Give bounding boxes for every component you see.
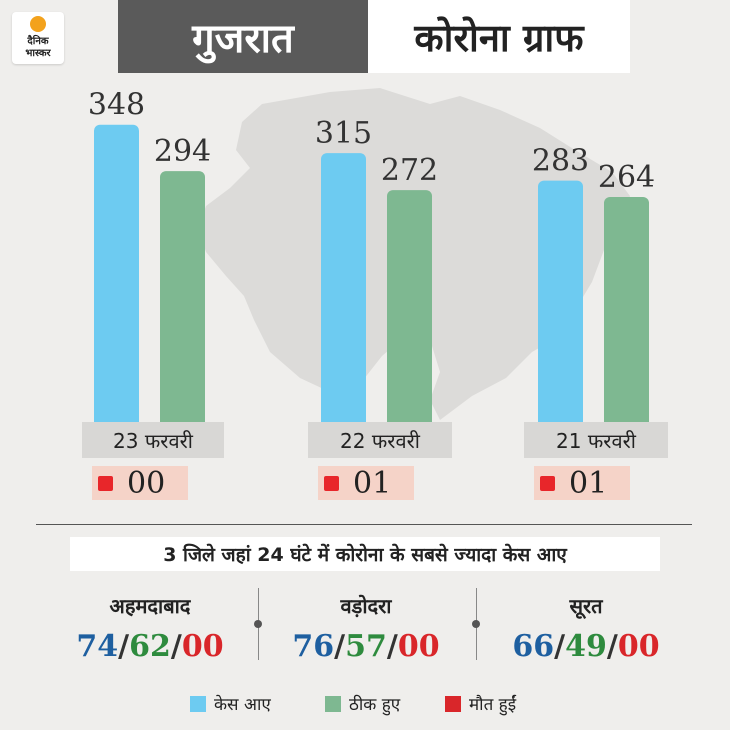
bar-cases-1 bbox=[94, 124, 139, 430]
deaths-box-1: 00 bbox=[92, 465, 188, 501]
death-square-icon bbox=[540, 475, 555, 491]
deaths-value: 00 bbox=[127, 465, 166, 501]
district-name: अहमदाबाद bbox=[109, 594, 191, 618]
value-label-cases-1: 348 bbox=[88, 88, 145, 123]
deaths-value: 01 bbox=[569, 465, 608, 501]
date-label-2: 22 फरवरी bbox=[308, 422, 452, 458]
bar-cases-3 bbox=[538, 180, 583, 430]
value-label-recovered-2: 272 bbox=[381, 153, 438, 188]
district-surat: सूरत 66/49/00 bbox=[486, 592, 686, 664]
legend-recovered: ठीक हुए bbox=[325, 692, 400, 715]
legend-deaths: मौत हुईं bbox=[445, 692, 516, 715]
district-stats: 76/57/00 bbox=[292, 629, 440, 664]
bar-recovered-3 bbox=[604, 196, 649, 430]
deaths-box-2: 01 bbox=[318, 465, 414, 501]
value-label-recovered-3: 264 bbox=[598, 160, 655, 195]
district-stats: 74/62/00 bbox=[76, 629, 224, 664]
separator-dot bbox=[254, 620, 262, 628]
header-title: कोरोना ग्राफ bbox=[368, 0, 630, 73]
bar-recovered-2 bbox=[387, 190, 432, 430]
district-ahmedabad: अहमदाबाद 74/62/00 bbox=[50, 592, 250, 664]
deaths-value: 01 bbox=[353, 465, 392, 501]
death-square-icon bbox=[98, 475, 113, 491]
value-label-recovered-1: 294 bbox=[154, 134, 211, 169]
bar-recovered-1 bbox=[160, 171, 205, 430]
district-name: वड़ोदरा bbox=[340, 594, 392, 618]
legend-swatch bbox=[325, 695, 341, 712]
deaths-box-3: 01 bbox=[534, 465, 630, 501]
value-label-cases-3: 283 bbox=[532, 144, 589, 179]
section-divider bbox=[36, 524, 692, 525]
dainik-bhaskar-logo: दैनिक भास्कर bbox=[12, 12, 64, 64]
sun-icon bbox=[30, 16, 46, 32]
death-square-icon bbox=[324, 475, 339, 491]
districts-title: 3 जिले जहां 24 घंटे में कोरोना के सबसे ज… bbox=[70, 537, 660, 571]
bar-cases-2 bbox=[321, 153, 366, 430]
bar-chart: 348 315 283 294 272 264 bbox=[88, 88, 655, 430]
header-state: गुजरात bbox=[118, 0, 368, 73]
district-stats: 66/49/00 bbox=[512, 629, 660, 664]
district-name: सूरत bbox=[569, 594, 603, 618]
legend-swatch bbox=[445, 695, 461, 712]
value-label-cases-2: 315 bbox=[315, 116, 372, 151]
date-label-1: 23 फरवरी bbox=[82, 422, 224, 458]
legend-swatch bbox=[190, 695, 206, 712]
separator-dot bbox=[472, 620, 480, 628]
date-label-3: 21 फरवरी bbox=[524, 422, 668, 458]
legend-cases: केस आए bbox=[190, 692, 271, 715]
district-vadodara: वड़ोदरा 76/57/00 bbox=[266, 592, 466, 664]
